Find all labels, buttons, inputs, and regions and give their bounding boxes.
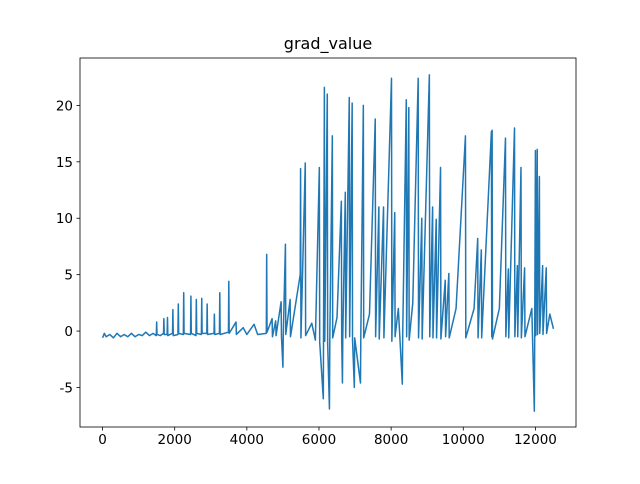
x-tick-label: 2000: [158, 432, 192, 448]
x-tick-label: 6000: [302, 432, 336, 448]
chart-title: grad_value: [284, 34, 372, 54]
y-tick-label: -5: [60, 381, 73, 397]
y-tick-label: 0: [64, 324, 73, 340]
y-tick-label: 10: [56, 211, 73, 227]
x-tick-label: 8000: [374, 432, 408, 448]
y-tick-label: 15: [56, 155, 73, 171]
y-tick-label: 20: [56, 98, 73, 114]
y-tick-label: 5: [64, 268, 73, 284]
data-line: [101, 74, 555, 412]
x-tick-label: 0: [98, 432, 107, 448]
x-tick-label: 12000: [514, 432, 557, 448]
x-tick-label: 10000: [442, 432, 485, 448]
plot-frame: [79, 57, 577, 428]
x-tick-label: 4000: [230, 432, 264, 448]
